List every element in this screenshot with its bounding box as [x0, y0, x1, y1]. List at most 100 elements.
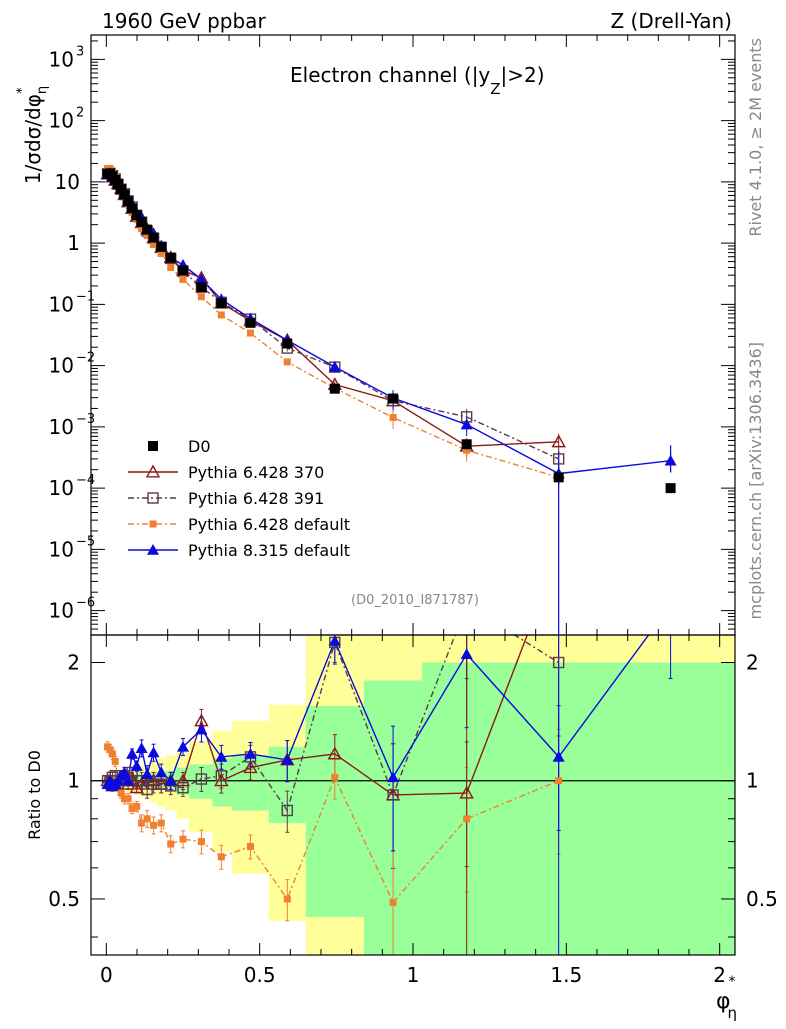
y-tick-label-exp: 3: [76, 44, 84, 59]
data-point-top: [143, 232, 151, 240]
legend-marker: [145, 464, 161, 478]
data-point-top: [150, 241, 158, 249]
data-point-ratio: [387, 771, 400, 783]
mcplots-label: mcplots.cern.ch [arXiv:1306.3436]: [746, 342, 765, 619]
data-point-d0: [127, 203, 138, 214]
data-point-ratio: [147, 746, 160, 758]
y-tick-label-exp: −2: [76, 351, 95, 366]
xlabel-sup: *: [729, 974, 736, 990]
y-tick-label-ratio-right: 1: [746, 769, 759, 793]
plot-title-end: |>2): [501, 63, 545, 87]
data-point-d0: [119, 189, 130, 200]
x-tick-label: 2: [713, 963, 726, 987]
band-group: [106, 635, 735, 955]
y-tick-label-top: 10: [49, 415, 74, 439]
data-point-top: [551, 434, 566, 448]
data-point-ratio: [281, 753, 294, 765]
data-point-d0: [388, 393, 399, 404]
data-point-top: [217, 311, 225, 319]
y-tick-label-exp: 2: [76, 106, 84, 121]
data-point-d0: [665, 483, 676, 494]
plot-title-main: Electron channel (|y: [290, 63, 490, 87]
data-point-d0: [196, 282, 207, 293]
series-line-top: [107, 172, 559, 447]
data-point-d0: [123, 196, 134, 207]
data-point-d0: [148, 232, 159, 243]
data-point-ratio: [215, 750, 228, 762]
y-tick-label-top: 1: [67, 231, 80, 255]
data-point-ratio: [552, 656, 565, 669]
data-point-ratio: [147, 778, 160, 790]
data-point-d0: [116, 184, 127, 195]
y-tick-label-exp: −6: [76, 596, 95, 611]
legend-marker: [147, 544, 159, 555]
data-point-d0: [245, 317, 256, 328]
y-tick-label-top: 10: [49, 537, 74, 561]
data-point-top: [328, 360, 341, 372]
data-point-top: [167, 263, 175, 271]
data-point-top: [246, 329, 254, 337]
y-tick-label-ratio: 1: [67, 769, 80, 793]
data-point-ratio: [128, 804, 136, 812]
legend-item: Pythia 6.428 default: [128, 515, 350, 534]
data-point-top: [195, 273, 208, 285]
data-point-ratio: [327, 746, 342, 760]
data-point-ratio: [120, 795, 128, 803]
data-point-ratio: [175, 773, 191, 787]
data-point-ratio: [135, 742, 148, 754]
y-tick-label-exp: −4: [76, 473, 95, 488]
data-point-ratio: [126, 747, 139, 759]
analysis-tag: (D0_2010_I871787): [351, 593, 479, 608]
x-tick-label: 1.5: [550, 963, 582, 987]
data-point-ratio: [195, 773, 208, 785]
x-tick-label: 0.5: [244, 963, 276, 987]
y-tick-label-ratio-right: 2: [746, 651, 759, 675]
data-point-d0: [461, 439, 472, 450]
data-point-ratio: [130, 760, 143, 771]
y-axis-label-top: 1/σdσ/dφη *: [15, 86, 50, 184]
data-point-ratio: [243, 760, 258, 774]
data-point-ratio: [179, 835, 187, 843]
plot-title: Electron channel (|yZ|>2): [290, 63, 545, 98]
data-point-ratio: [217, 853, 225, 861]
uncertainty-bands: [106, 635, 735, 955]
data-point-ratio: [459, 785, 474, 799]
data-point-top: [664, 454, 677, 466]
legend-marker: [149, 520, 157, 528]
data-point-ratio: [177, 740, 189, 752]
data-point-d0: [165, 252, 176, 263]
data-point-top: [157, 249, 165, 257]
y-tick-label-top: 10: [49, 47, 74, 71]
y-tick-label-top: 10: [55, 170, 80, 194]
data-point-ratio: [177, 782, 189, 794]
data-point-ratio: [283, 895, 291, 903]
data-point-top: [463, 446, 471, 454]
data-point-top: [179, 275, 187, 283]
data-point-ratio: [387, 789, 399, 801]
data-point-ratio: [463, 815, 471, 823]
y-tick-label-top: 10: [49, 292, 74, 316]
beam-label: 1960 GeV ppbar: [102, 9, 266, 33]
data-point-top: [283, 358, 291, 366]
y-tick-label-top: 10: [49, 476, 74, 500]
data-point-ratio: [281, 804, 293, 817]
rivet-version-label: Rivet 4.1.0, ≥ 2M events: [746, 38, 765, 237]
data-point-top: [552, 453, 565, 465]
data-point-ratio: [141, 768, 154, 779]
x-tick-label: 0: [100, 963, 113, 987]
data-point-ratio: [164, 774, 177, 786]
data-point-top: [389, 414, 397, 422]
legend-item: Pythia 6.428 391: [128, 489, 324, 508]
data-point-ratio: [215, 769, 228, 782]
series-line-top: [107, 172, 559, 460]
data-point-ratio: [133, 802, 141, 810]
y-tick-label-top: 10: [49, 109, 74, 133]
svg-text:1/σdσ/dφη*: 1/σdσ/dφη *: [15, 86, 50, 184]
top-marks: [100, 164, 677, 494]
data-point-ratio: [331, 773, 339, 781]
data-point-ratio: [195, 723, 208, 735]
data-markers: [100, 164, 677, 906]
band-green: [212, 758, 233, 807]
